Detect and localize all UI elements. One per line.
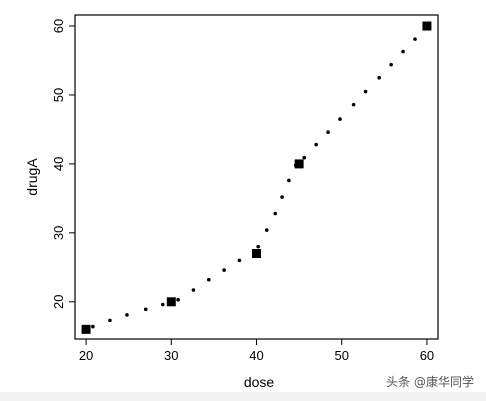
dot-point <box>84 327 88 332</box>
x-tick-label: 30 <box>164 348 178 363</box>
y-tick-label: 60 <box>51 19 66 33</box>
dot-point <box>256 244 261 249</box>
x-axis: 20 30 40 50 60 <box>79 339 434 363</box>
x-tick-label: 50 <box>334 348 348 363</box>
square-point <box>252 249 261 259</box>
dot-point <box>377 75 382 80</box>
dot-point <box>302 155 307 160</box>
dot-point <box>191 288 196 292</box>
dot-point <box>389 62 393 67</box>
dot-point <box>125 313 129 317</box>
y-tick-label: 50 <box>51 88 66 102</box>
dot-point <box>338 117 342 121</box>
plot-frame <box>74 14 439 340</box>
y-tick-label: 20 <box>51 295 66 309</box>
dot-point <box>206 277 211 282</box>
watermark-text: 头条 @康华同学 <box>386 375 474 389</box>
y-axis-label: drugA <box>24 158 40 196</box>
dot-point <box>401 49 405 54</box>
square-point <box>166 297 176 307</box>
x-tick-label: 40 <box>249 348 263 363</box>
dot-point <box>326 130 330 134</box>
dot-point <box>160 302 165 307</box>
dot-point <box>287 178 291 183</box>
data-marks <box>81 21 432 334</box>
dot-point <box>237 258 242 263</box>
dot-point <box>413 37 417 41</box>
x-tick-label: 20 <box>79 348 93 363</box>
y-axis: 20 30 40 50 60 <box>51 19 75 309</box>
dot-point <box>222 268 226 272</box>
dot-point <box>264 228 269 232</box>
dot-point <box>91 324 95 329</box>
x-tick-label: 60 <box>420 348 434 363</box>
dot-point <box>363 89 368 94</box>
dot-point <box>351 102 356 107</box>
dot-point <box>273 211 278 216</box>
x-axis-label: dose <box>244 374 275 390</box>
dot-point <box>293 163 298 168</box>
dot-point <box>280 195 284 199</box>
dot-point <box>108 318 112 323</box>
dot-point <box>176 297 180 302</box>
footer-bar <box>0 392 486 401</box>
square-point <box>422 21 432 31</box>
dot-point <box>143 307 148 312</box>
y-tick-label: 40 <box>51 157 66 171</box>
dot-point <box>314 142 318 147</box>
y-tick-label: 30 <box>51 226 66 240</box>
square-point <box>294 159 304 169</box>
